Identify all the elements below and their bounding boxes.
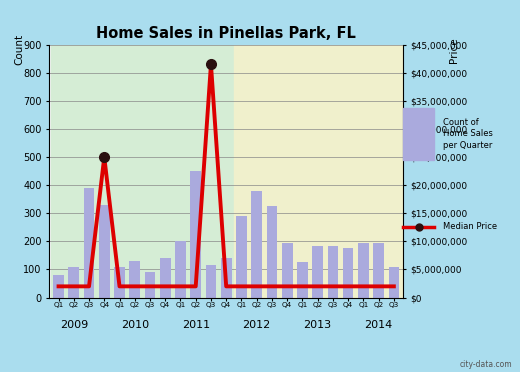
Title: Home Sales in Pinellas Park, FL: Home Sales in Pinellas Park, FL — [96, 26, 356, 41]
Text: 2009: 2009 — [60, 320, 88, 330]
Text: 2012: 2012 — [242, 320, 271, 330]
Text: 2011: 2011 — [181, 320, 210, 330]
Y-axis label: Price: Price — [449, 37, 459, 62]
Bar — [190, 171, 201, 298]
Bar — [69, 267, 79, 298]
Bar — [205, 265, 216, 298]
Bar — [221, 258, 231, 298]
Text: Count of
Home Sales
per Quarter: Count of Home Sales per Quarter — [443, 118, 492, 150]
Bar — [328, 246, 338, 298]
Bar — [358, 243, 369, 298]
Bar — [267, 206, 277, 298]
Bar — [313, 246, 323, 298]
Y-axis label: Count: Count — [15, 34, 24, 65]
Bar — [145, 272, 155, 298]
Bar — [129, 261, 140, 298]
Bar — [403, 108, 434, 160]
Bar — [51, 45, 234, 298]
Bar — [251, 191, 262, 298]
Text: 2013: 2013 — [304, 320, 332, 330]
Bar — [373, 243, 384, 298]
Bar — [282, 243, 292, 298]
Bar — [160, 258, 171, 298]
Text: 2014: 2014 — [365, 320, 393, 330]
Bar — [175, 241, 186, 298]
Bar — [84, 188, 94, 298]
Text: city-data.com: city-data.com — [460, 360, 512, 369]
Bar — [236, 216, 247, 298]
Bar — [99, 205, 110, 298]
Bar — [53, 275, 64, 298]
Bar — [297, 263, 308, 298]
Text: 2010: 2010 — [121, 320, 149, 330]
Bar — [388, 267, 399, 298]
Bar — [234, 45, 424, 298]
Bar — [114, 267, 125, 298]
Text: Median Price: Median Price — [443, 222, 497, 231]
Bar — [343, 248, 354, 298]
